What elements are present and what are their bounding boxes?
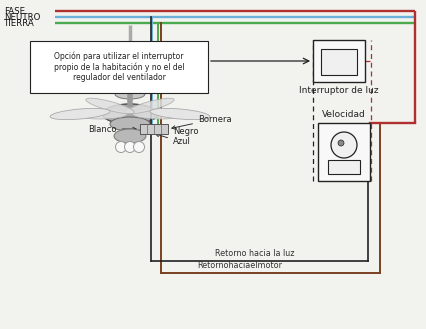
Text: Retornohaciaelmotor: Retornohaciaelmotor — [198, 261, 282, 270]
Ellipse shape — [50, 108, 110, 120]
Ellipse shape — [126, 98, 174, 114]
Bar — [140, 124, 168, 134]
Text: Velocidad: Velocidad — [322, 110, 366, 119]
Ellipse shape — [150, 108, 210, 120]
Bar — [30, 41, 208, 93]
Circle shape — [124, 141, 135, 153]
Text: Opción para utilizar el interruptor
propio de la habitación y no el del
regulado: Opción para utilizar el interruptor prop… — [54, 52, 184, 83]
Text: Blanco: Blanco — [88, 124, 136, 134]
Circle shape — [338, 140, 344, 146]
Circle shape — [115, 141, 127, 153]
Ellipse shape — [114, 129, 146, 143]
Bar — [321, 49, 357, 75]
Ellipse shape — [115, 89, 145, 99]
Text: Bornera: Bornera — [172, 114, 232, 129]
Ellipse shape — [86, 98, 134, 114]
Text: Negro: Negro — [160, 128, 199, 137]
Circle shape — [133, 141, 144, 153]
Text: Retorno hacia la luz: Retorno hacia la luz — [215, 249, 295, 258]
Text: Interruptor de luz: Interruptor de luz — [299, 86, 379, 95]
Bar — [318, 123, 370, 181]
Ellipse shape — [132, 109, 187, 119]
Text: Luz: Luz — [336, 170, 352, 179]
Bar — [328, 160, 360, 174]
Text: TIERRA: TIERRA — [4, 18, 35, 28]
Ellipse shape — [110, 117, 150, 131]
Bar — [313, 40, 365, 82]
Circle shape — [331, 132, 357, 158]
Text: NEUTRO: NEUTRO — [4, 13, 40, 21]
Ellipse shape — [103, 104, 158, 124]
Text: FASE: FASE — [4, 7, 25, 15]
Text: Azul: Azul — [155, 134, 191, 146]
Ellipse shape — [72, 109, 127, 119]
